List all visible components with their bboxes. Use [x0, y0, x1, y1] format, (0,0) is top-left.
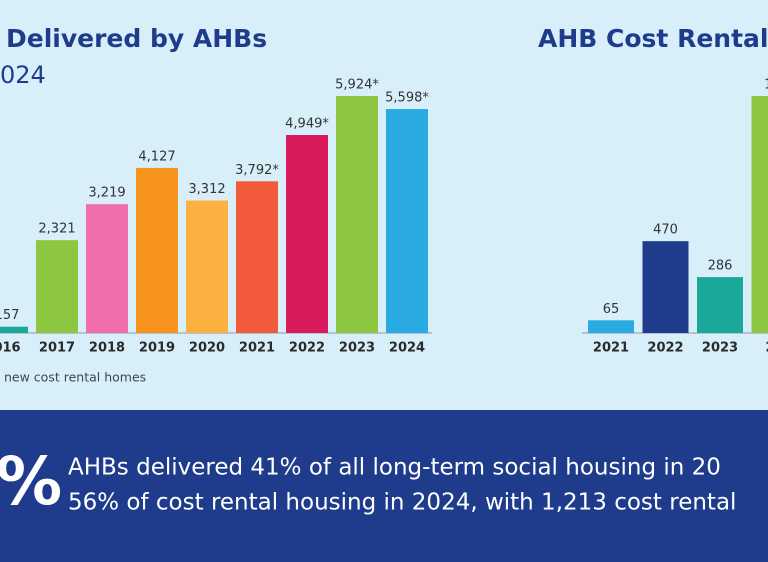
bar	[86, 204, 128, 333]
banner-figure: %	[0, 443, 62, 520]
bar	[751, 96, 768, 333]
bar	[588, 320, 634, 333]
value-label: 5,924*	[335, 78, 379, 93]
bar	[186, 200, 228, 333]
banner-text: AHBs delivered 41% of all long-term soci…	[68, 455, 721, 481]
x-tick-label: 016	[0, 341, 21, 356]
x-tick-label: 2018	[89, 341, 125, 356]
bar	[642, 241, 689, 333]
x-tick-label: 2020	[189, 341, 225, 356]
x-tick-label: 2019	[139, 341, 175, 356]
x-tick-label: 2021	[239, 341, 275, 356]
value-label: 1,2	[764, 78, 768, 93]
x-tick-label: 20	[765, 341, 768, 356]
value-label: 4,949*	[285, 117, 329, 132]
value-label: 2,321	[38, 222, 75, 237]
bar	[336, 96, 378, 333]
chart-subtitle: 024	[0, 61, 46, 89]
value-label: 3,792*	[235, 163, 279, 178]
x-tick-label: 2023	[702, 341, 738, 356]
x-tick-label: 2022	[647, 341, 683, 356]
value-label: 157	[0, 308, 19, 323]
bar	[136, 167, 178, 333]
value-label: 470	[653, 223, 678, 238]
value-label: 3,219	[88, 186, 125, 201]
value-label: 5,598*	[385, 91, 429, 106]
x-tick-label: 2021	[593, 341, 629, 356]
banner-text: 56% of cost rental housing in 2024, with…	[68, 490, 736, 516]
chart-title: Delivered by AHBs	[6, 24, 267, 53]
value-label: 4,127	[138, 149, 175, 164]
x-tick-label: 2024	[389, 341, 425, 356]
chart-title: AHB Cost Rental	[538, 24, 768, 53]
value-label: 65	[603, 302, 620, 317]
x-tick-label: 2022	[289, 341, 325, 356]
chart-note: new cost rental homes	[4, 370, 146, 385]
x-tick-label: 2023	[339, 341, 375, 356]
bar	[697, 277, 743, 333]
value-label: 286	[708, 259, 733, 274]
x-tick-label: 2017	[39, 341, 75, 356]
value-label: 3,312	[188, 182, 225, 197]
bar	[386, 109, 428, 333]
bar	[0, 326, 28, 333]
bar	[36, 240, 78, 333]
banner	[0, 410, 768, 562]
bar	[236, 181, 278, 333]
bar	[286, 135, 328, 333]
